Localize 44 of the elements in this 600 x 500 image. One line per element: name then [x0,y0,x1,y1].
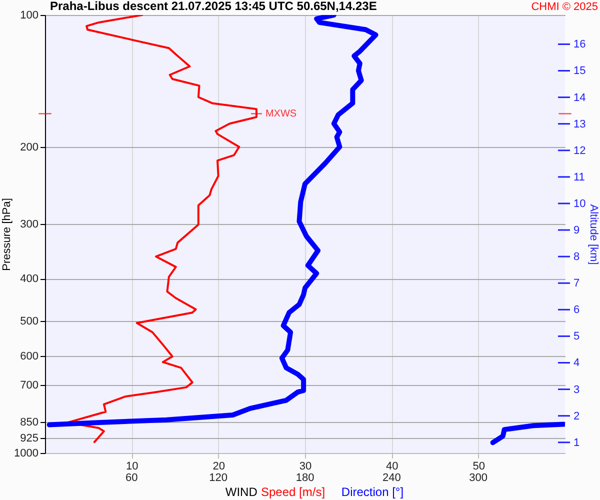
y2-tick-label: 8 [574,251,580,264]
y2-tick-label: 7 [574,278,580,290]
y-tick-label: 1000 [14,448,38,460]
y2-tick-label: 5 [574,330,580,343]
y-tick-label: 200 [20,141,38,154]
y2-tick-label: 4 [574,357,580,370]
x-tick-label: 40 [386,460,398,472]
y-tick-label: 700 [20,380,38,392]
y-tick-label: 600 [20,350,38,362]
y-axis-title: Pressure [hPa] [1,198,14,271]
text: Speed [m/s] [261,485,326,499]
y-tick-label: 400 [20,273,38,286]
y-tick-label: 500 [20,316,38,328]
y-tick-label: 300 [20,218,38,230]
x2-tick-label: 240 [382,472,401,484]
y2-tick-label: 9 [574,224,580,237]
text: Direction [°] [341,485,404,499]
text: CHMI © 2025 [531,1,598,13]
x-tick-label: 50 [472,460,485,472]
y2-tick-label: 14 [574,92,586,104]
y2-tick-label: 2 [574,410,580,422]
y2-tick-label: 12 [574,144,586,157]
x-tick-label: 30 [299,460,312,472]
y-tick-label: 100 [20,10,38,22]
annotation: MXWS [265,108,297,120]
y-tick-label: 850 [20,416,38,429]
x2-tick-label: 180 [296,472,314,484]
y2-tick-label: 6 [574,304,580,316]
x-tick-label: 20 [212,460,225,472]
chart-title: Praha-Libus descent 21.07.2025 13:45 UTC 50.65N,14.23E [50,0,377,13]
y-tick-label: 925 [20,432,38,445]
x2-tick-label: 60 [126,472,138,484]
y2-tick-label: 16 [574,38,586,51]
x2-tick-label: 300 [469,472,488,484]
x-tick-label: 10 [126,460,138,472]
y2-tick-label: 1 [574,436,580,449]
y2-tick-label: 13 [574,118,586,130]
y2-tick-label: 15 [574,65,586,78]
x-axis-title: WIND [225,485,258,499]
x2-tick-label: 120 [209,472,228,484]
y2-tick-label: 3 [574,384,580,396]
y2-axis-title: Altitude [km] [588,204,600,265]
y2-tick-label: 10 [574,198,586,210]
y2-tick-label: 11 [574,171,585,184]
